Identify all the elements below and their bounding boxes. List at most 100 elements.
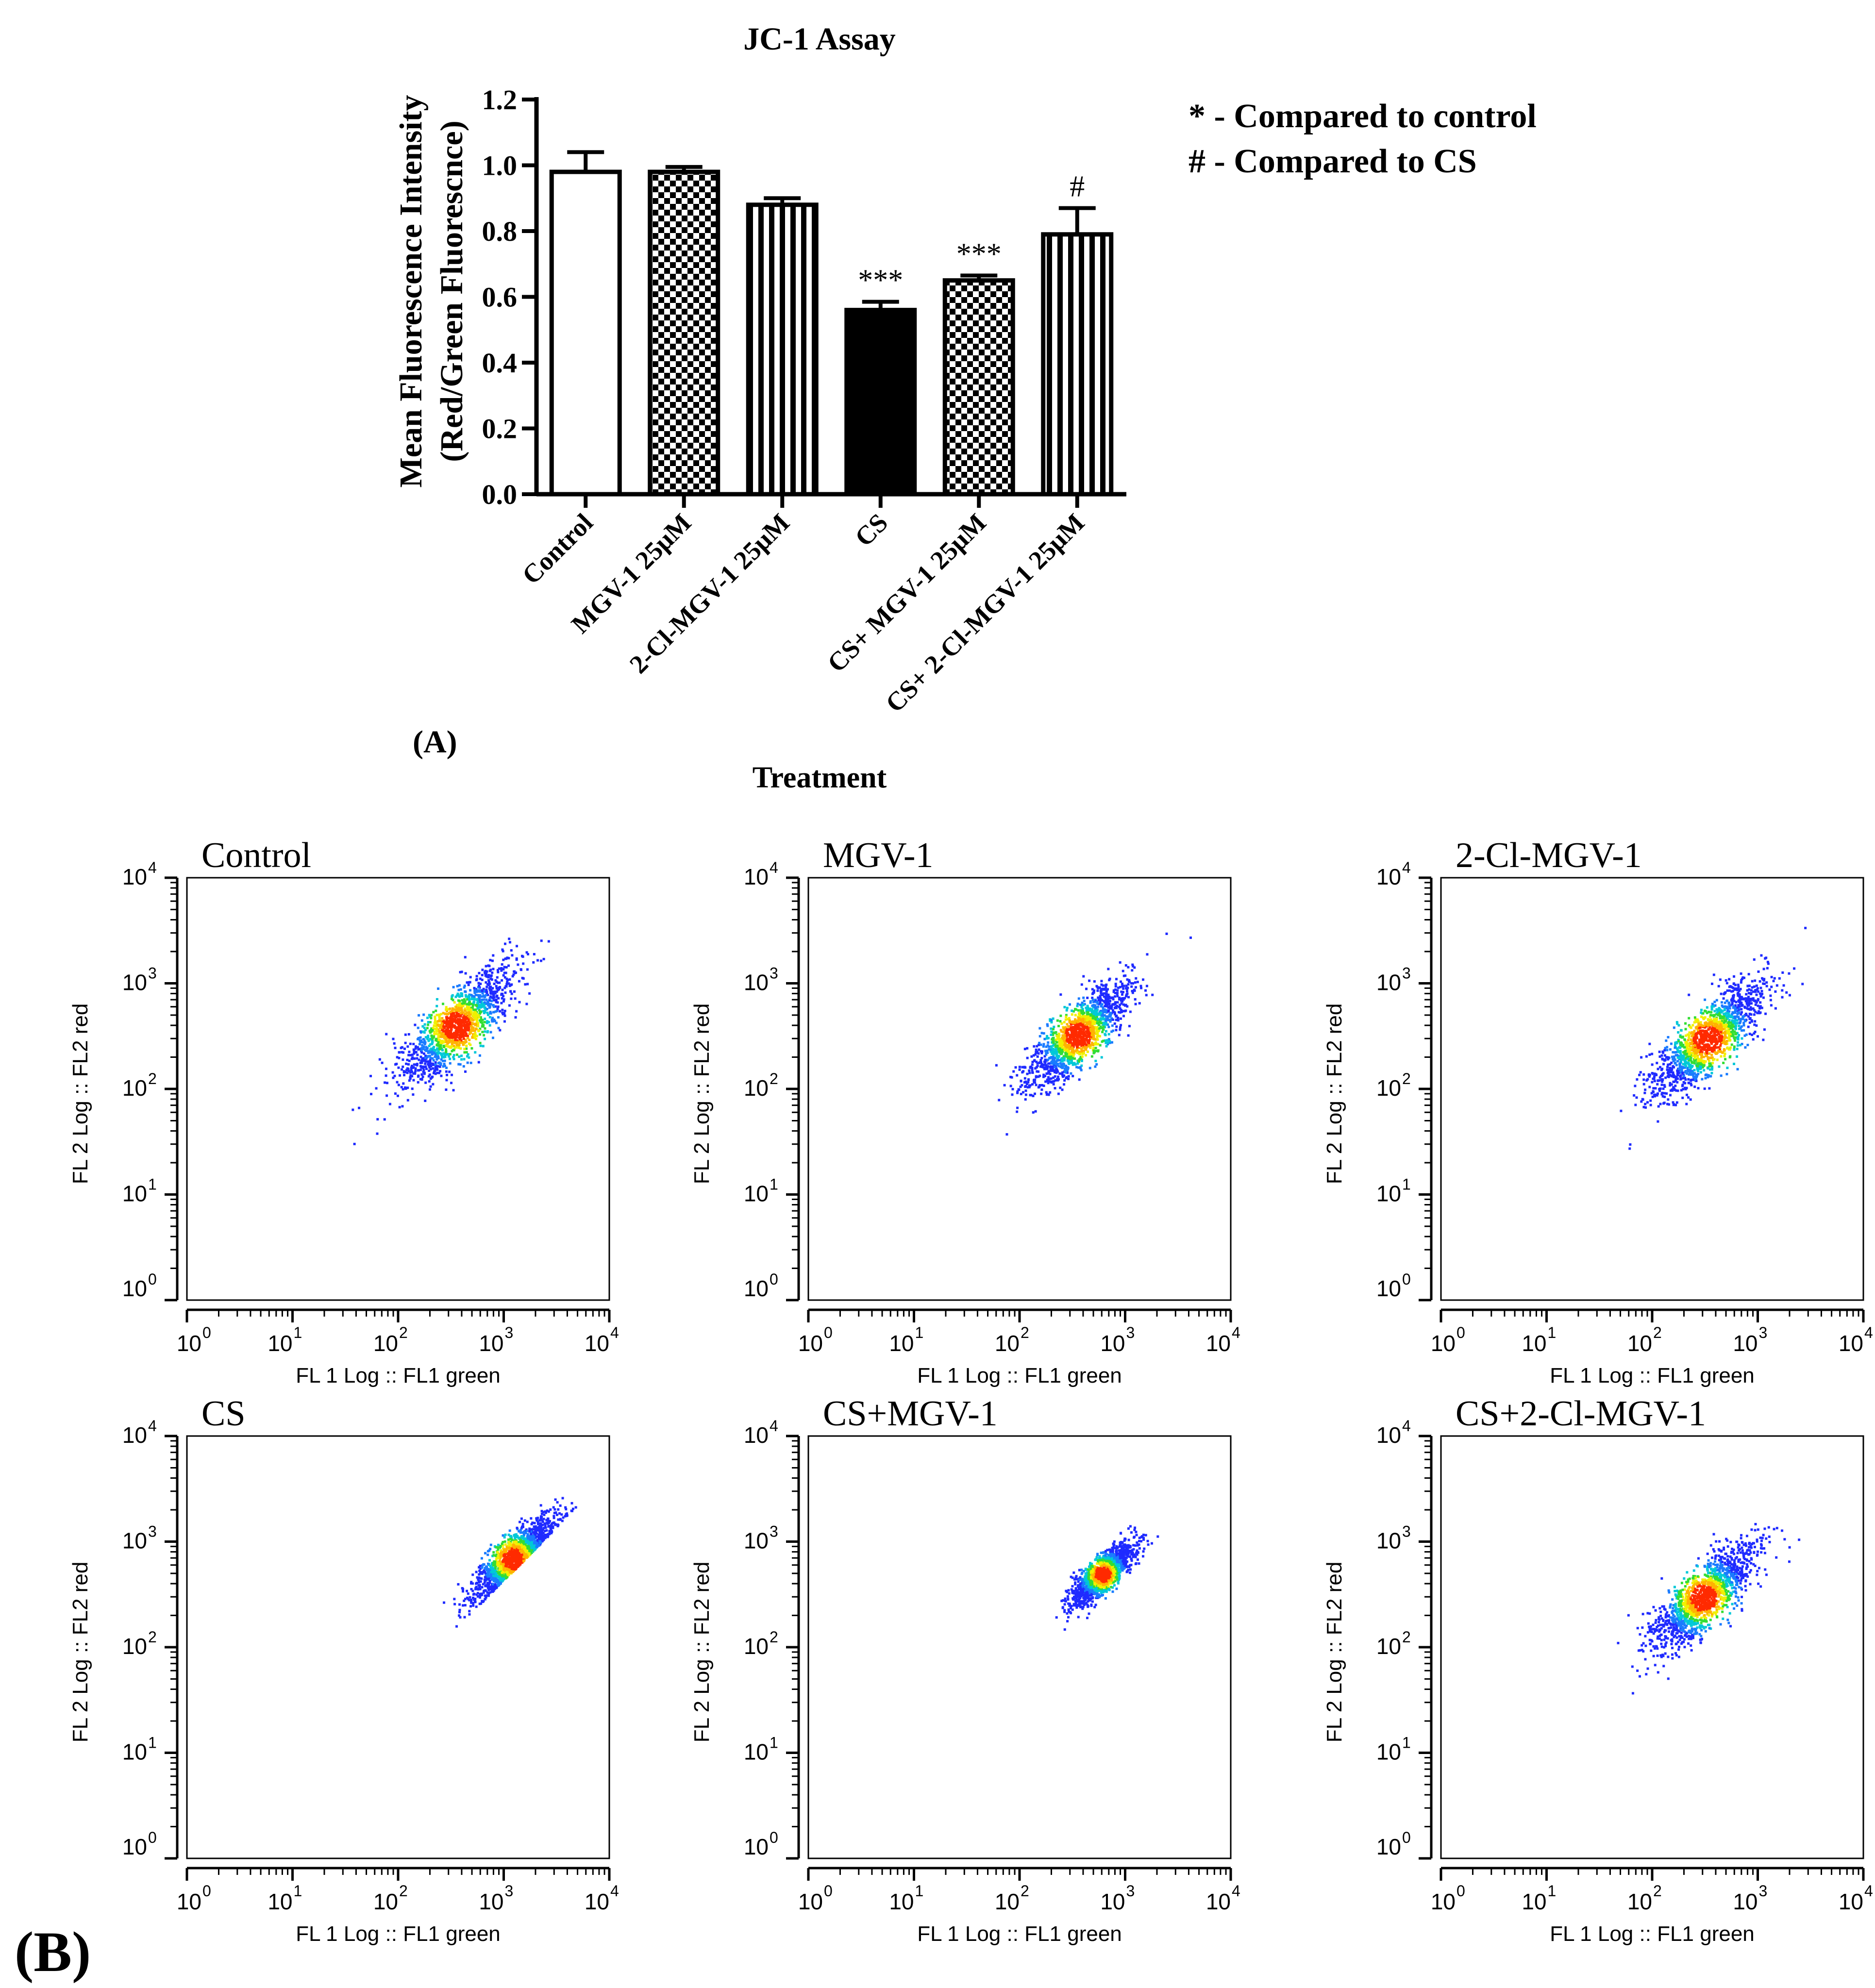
data-point [420, 1049, 423, 1052]
data-point [1095, 985, 1098, 987]
data-point [468, 1033, 471, 1036]
data-point [1049, 1050, 1052, 1053]
data-point [1023, 1066, 1026, 1069]
data-point [1071, 1055, 1073, 1058]
data-point [1031, 1083, 1034, 1086]
data-point [1114, 985, 1117, 988]
data-point [433, 1024, 435, 1027]
x-tick-label: 10 [1839, 1331, 1863, 1356]
significance-mark: *** [858, 264, 903, 297]
data-point [1694, 1038, 1697, 1041]
data-point [1028, 1086, 1031, 1088]
data-point [1738, 1007, 1741, 1010]
data-point [1688, 1050, 1691, 1052]
data-point [1052, 1048, 1055, 1051]
data-point [1066, 1066, 1069, 1069]
data-point [1673, 1026, 1675, 1029]
data-point [1775, 984, 1778, 987]
data-point [1109, 1005, 1112, 1008]
x-tick-exponent: 1 [294, 1882, 302, 1900]
data-point [513, 970, 516, 973]
data-point [1721, 1051, 1724, 1054]
data-point [1670, 1083, 1673, 1086]
data-point [1101, 1014, 1104, 1017]
data-point [1693, 1060, 1696, 1063]
data-point [1723, 1037, 1726, 1040]
data-point [438, 1061, 441, 1064]
data-point [1115, 1015, 1118, 1018]
data-point [1742, 1015, 1745, 1018]
data-point [1081, 1023, 1084, 1026]
data-point [1726, 1010, 1729, 1013]
data-point [1091, 1025, 1094, 1028]
y-tick-exponent: 3 [148, 965, 157, 982]
data-point [1697, 1022, 1700, 1025]
x-tick-label: 10 [798, 1331, 823, 1356]
data-point [1695, 1079, 1698, 1082]
data-point [1054, 1057, 1056, 1060]
data-point [423, 1023, 426, 1026]
data-point [1055, 1052, 1057, 1054]
data-point [1711, 1066, 1714, 1069]
data-point [500, 969, 503, 972]
data-point [1652, 1087, 1655, 1090]
data-point [1652, 1072, 1655, 1075]
data-point [468, 1007, 470, 1010]
data-point [501, 988, 504, 991]
data-point [457, 1063, 460, 1066]
data-point [467, 1053, 469, 1056]
data-point [500, 993, 503, 996]
data-point [1045, 1053, 1048, 1056]
data-point [1071, 1027, 1074, 1030]
data-point [385, 1033, 388, 1036]
data-point [1642, 1078, 1645, 1081]
data-point [1734, 1019, 1737, 1022]
data-point [430, 1017, 433, 1019]
data-point [429, 1056, 432, 1059]
data-point [397, 1084, 400, 1086]
data-point [431, 1057, 434, 1060]
data-point [1726, 1017, 1729, 1019]
data-point [1064, 1043, 1067, 1046]
data-point [423, 1031, 426, 1034]
data-point [1672, 1080, 1675, 1083]
data-point [488, 981, 491, 984]
data-point [429, 1038, 432, 1041]
data-point [395, 1063, 398, 1066]
data-point [1696, 1051, 1699, 1053]
data-point [1056, 1079, 1059, 1082]
data-point [1094, 1047, 1097, 1050]
data-point [1695, 1047, 1698, 1050]
data-point [506, 956, 509, 959]
data-point [1116, 989, 1119, 992]
data-point [435, 1044, 438, 1047]
y-tick-exponent: 1 [770, 1176, 778, 1193]
data-point [1704, 1026, 1707, 1029]
data-point [495, 987, 498, 990]
data-point [1089, 1017, 1092, 1019]
data-point [1134, 986, 1137, 989]
data-point [1064, 1018, 1067, 1021]
data-point [487, 1001, 490, 1003]
data-point [539, 959, 542, 962]
data-point [1076, 1019, 1079, 1022]
data-point [1042, 1032, 1045, 1035]
data-point [1710, 1062, 1713, 1065]
data-point [1023, 1048, 1026, 1051]
data-point [1716, 1011, 1719, 1014]
data-point [404, 1070, 407, 1073]
data-point [358, 1106, 361, 1109]
data-point [1052, 1044, 1055, 1047]
data-point [437, 1041, 440, 1044]
data-point [1091, 1022, 1094, 1025]
data-point [1049, 1066, 1052, 1069]
data-point [1081, 1007, 1084, 1010]
data-point [488, 1016, 491, 1019]
data-point [503, 1012, 506, 1015]
data-point [450, 1031, 452, 1034]
data-point [459, 1032, 462, 1035]
data-point [1058, 1051, 1061, 1054]
data-point [1693, 1069, 1696, 1071]
data-point [1674, 1046, 1676, 1049]
data-point [1710, 1007, 1713, 1010]
